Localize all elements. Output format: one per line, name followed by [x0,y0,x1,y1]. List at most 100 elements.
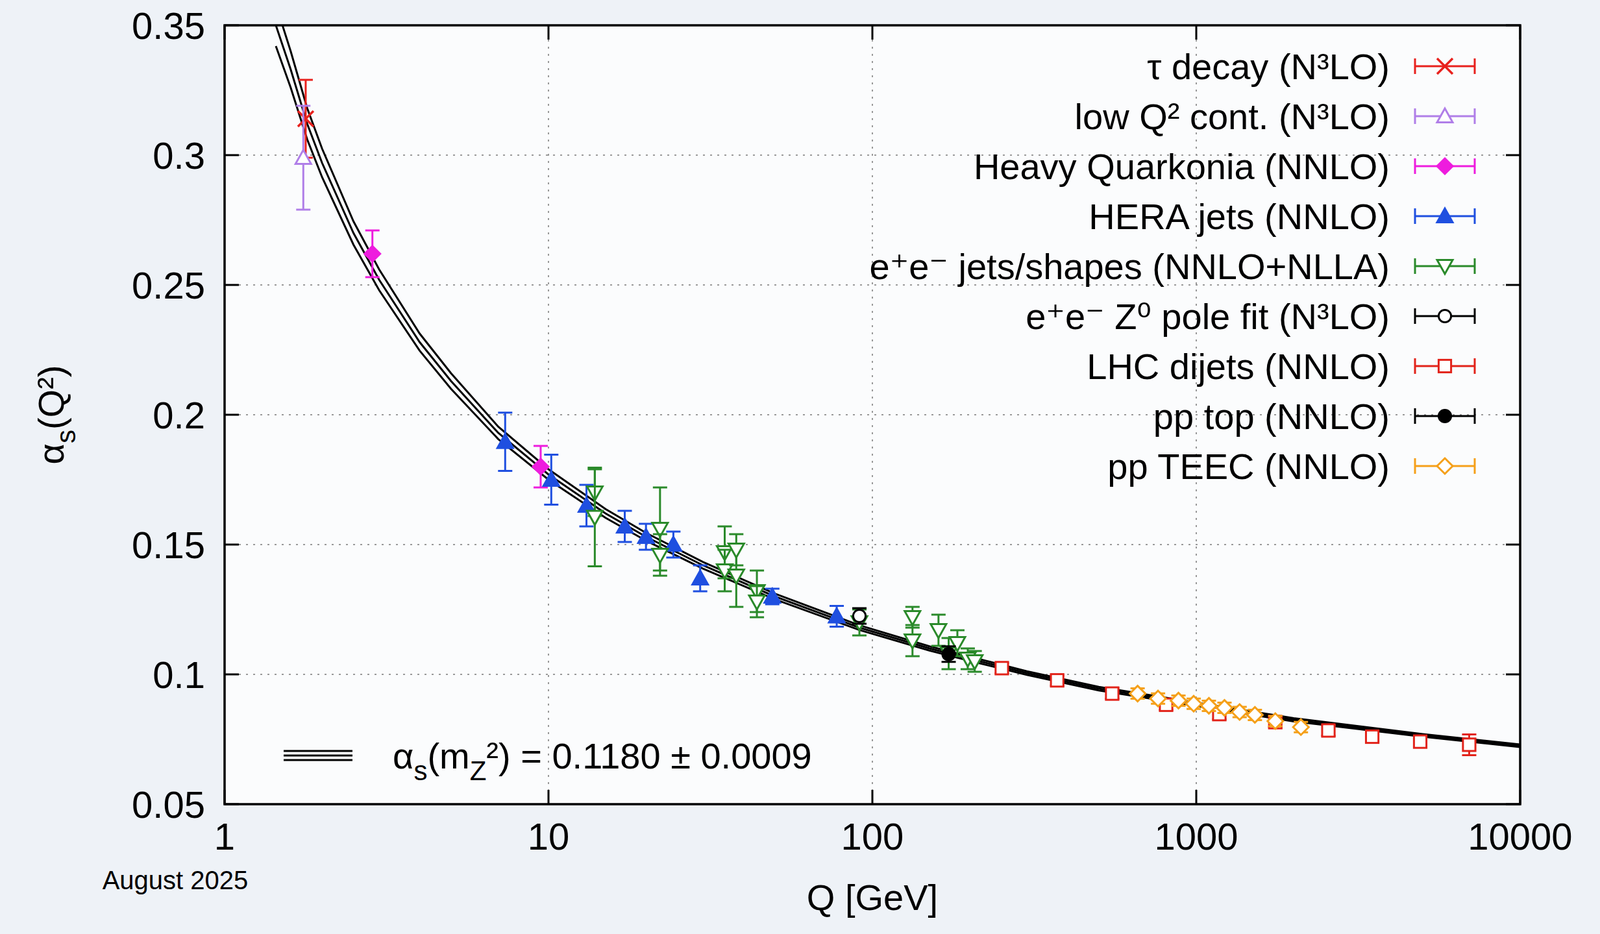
data-point [1185,695,1202,712]
data-point [1216,700,1232,716]
series [364,230,549,488]
series [852,608,867,624]
x-axis-title: Q [GeV] [806,876,938,918]
error-bar [765,588,780,605]
legend-swatch [1415,258,1475,274]
legend-swatch [1415,208,1475,224]
data-point [586,510,603,526]
legend-label: e⁺e⁻ jets/shapes (NNLO+NLLA) [869,246,1390,287]
tick-label: 0.1 [152,653,206,696]
data-point [1292,719,1309,735]
data-layer [275,25,1521,755]
data-point [1246,706,1263,723]
tick-label: 100 [841,815,905,858]
error-bar [497,412,513,472]
legend-swatch [283,750,353,753]
data-point [497,434,513,449]
legend-swatch [1415,158,1475,174]
data-point [930,623,947,639]
band-lower [275,46,1521,748]
tick [224,24,1521,27]
data-point [1267,713,1284,729]
data-point [967,654,983,670]
error-bar [1461,734,1477,755]
data-point [1200,697,1217,714]
legend-marker [1437,259,1453,274]
error-bar [298,79,313,158]
data-point [904,634,921,649]
error-bar [693,565,708,592]
error-bar [941,646,957,663]
legend-label: Heavy Quarkonia (NNLO) [973,146,1390,187]
error-bar [295,105,311,210]
legend-marker [1437,58,1453,74]
error-bar [967,651,983,672]
error-bar [905,625,920,657]
error-bar [665,531,681,558]
legend-marker [1437,108,1453,123]
legend-label: e⁺e⁻ Z⁰ pole fit (N³LO) [1025,295,1390,337]
error-bar [617,510,633,542]
tick [224,803,1521,806]
legend-marker [1437,458,1453,474]
legend-marker [1437,208,1453,223]
grid-line [224,673,1521,676]
series [994,662,1477,756]
tick-label: 1000 [1154,815,1238,858]
tick [224,543,1521,546]
frame [224,25,1521,805]
data-point [942,647,955,661]
data-point [1170,692,1187,709]
data-point [852,609,866,622]
data-point [617,518,633,533]
legend-swatch [1415,108,1475,124]
data-point [297,110,314,127]
legend-swatch [1415,408,1475,424]
error-bar [638,523,653,550]
data-point [1106,687,1119,700]
tick-label: 10 [527,815,570,858]
series [297,79,314,158]
tick-label: 0.15 [131,523,206,567]
error-bar [365,230,380,278]
data-point [1231,704,1248,720]
error-bar [728,534,744,566]
data-point [1413,735,1427,748]
data-point [828,608,845,623]
legend-marker [1438,309,1451,322]
error-bar [852,609,867,636]
tick [871,25,874,805]
plot-area [224,25,1521,805]
legend-swatch [283,754,353,757]
data-point [941,647,957,662]
tick-label: 0.05 [131,783,206,826]
data-point [1150,690,1166,707]
tick-label: 0.25 [131,264,206,307]
legend-label: pp top (NNLO) [1153,395,1390,437]
series [586,467,983,672]
tick-label: 0.2 [152,393,206,437]
legend-label: LHC dijets (NNLO) [1086,345,1390,387]
tick [547,25,550,805]
data-point [1050,674,1064,687]
legend-marker [1438,359,1451,372]
data-point [904,610,921,626]
grid-line [224,543,1521,546]
legend-swatch [1415,58,1475,74]
legend-swatch [283,759,353,762]
legend-marker [1438,409,1451,422]
data-point [638,529,654,544]
legend-label: τ decay (N³LO) [1146,46,1390,87]
date-label: August 2025 [102,865,249,895]
error-bar [829,605,844,627]
data-point [1463,738,1476,751]
legend-swatch [1415,358,1475,374]
legend: τ decay (N³LO) low Q² cont. (N³LO) Heavy Q… [869,46,1475,487]
legend-label: low Q² cont. (N³LO) [1074,96,1390,137]
data-point [1130,686,1146,702]
legend-label: HERA jets (NNLO) [1088,196,1390,237]
tick [224,673,1521,676]
y-axis-title: αs(Q²) [30,365,82,465]
data-point [364,246,381,262]
grid-line [871,25,874,805]
